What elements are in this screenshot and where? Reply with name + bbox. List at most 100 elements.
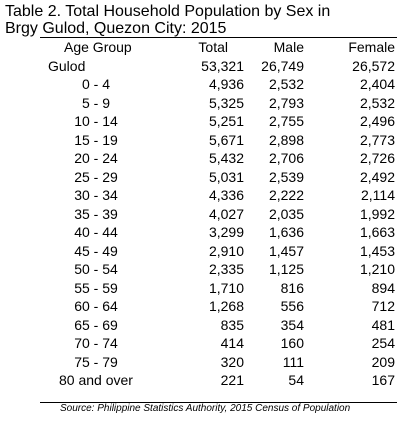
- cell-total: 3,299: [208, 224, 244, 240]
- cell-total: 2,910: [208, 242, 244, 259]
- cell-total: 4,936: [208, 76, 244, 92]
- cell-male: 816: [280, 279, 304, 296]
- table-title: Table 2. Total Household Population by S…: [5, 3, 330, 37]
- cell-male: 111: [282, 353, 304, 370]
- table-row: 20 - 24 5,432 2,706 2,726: [40, 149, 397, 168]
- cell-total: 414: [220, 335, 244, 351]
- cell-total: 5,031: [208, 168, 244, 185]
- table-row: 45 - 49 2,910 1,457 1,453: [40, 242, 397, 261]
- table-body: Gulod 53,321 26,749 26,572 0 - 4 4,936 2,532 2,…: [40, 57, 397, 390]
- cell-age-group: 30 - 34: [74, 187, 118, 203]
- cell-total: 1,710: [208, 279, 244, 296]
- table-row: 5 - 9 5,325 2,793 2,532: [40, 94, 397, 113]
- cell-male: 1,457: [268, 242, 304, 259]
- cell-age-group: 45 - 49: [74, 242, 118, 259]
- cell-female: 2,532: [359, 94, 395, 111]
- cell-female: 2,404: [359, 76, 395, 92]
- cell-age-group: 50 - 54: [74, 261, 118, 277]
- header-age-group: Age Group: [64, 39, 132, 55]
- cell-total: 5,671: [208, 131, 244, 148]
- cell-female: 1,663: [359, 224, 395, 240]
- header-row: Age Group Total Male Female: [40, 38, 397, 57]
- table-row: 10 - 14 5,251 2,755 2,496: [40, 112, 397, 131]
- cell-age-group: 80 and over: [59, 372, 133, 388]
- table-row: 50 - 54 2,335 1,125 1,210: [40, 260, 397, 279]
- cell-age-group: Gulod: [48, 57, 86, 74]
- cell-female: 2,773: [359, 131, 395, 148]
- cell-age-group: 20 - 24: [74, 150, 118, 166]
- table-row: 40 - 44 3,299 1,636 1,663: [40, 223, 397, 242]
- table-row: Gulod 53,321 26,749 26,572: [40, 57, 397, 76]
- header-top-rule: [40, 37, 397, 38]
- cell-male: 160: [280, 335, 304, 351]
- table-row: 75 - 79 320 111 209: [40, 353, 397, 372]
- cell-female: 2,726: [359, 150, 395, 166]
- cell-age-group: 75 - 79: [74, 353, 118, 370]
- cell-age-group: 55 - 59: [74, 279, 118, 296]
- table-row: 15 - 19 5,671 2,898 2,773: [40, 131, 397, 150]
- table-row: 80 and over 221 54 167: [40, 371, 397, 390]
- cell-female: 2,496: [359, 113, 395, 129]
- cell-age-group: 25 - 29: [74, 168, 118, 185]
- cell-male: 556: [280, 298, 304, 314]
- cell-age-group: 0 - 4: [81, 76, 110, 92]
- cell-female: 894: [371, 279, 395, 296]
- cell-total: 835: [220, 316, 244, 333]
- cell-male: 2,898: [268, 131, 304, 148]
- header-total: Total: [198, 39, 228, 55]
- cell-female: 1,453: [359, 242, 395, 259]
- table-row: 0 - 4 4,936 2,532 2,404: [40, 75, 397, 94]
- cell-total: 320: [220, 353, 244, 370]
- cell-male: 2,539: [268, 168, 304, 185]
- cell-female: 254: [371, 335, 395, 351]
- source-note: Source: Philippine Statistics Authority,…: [60, 403, 351, 414]
- cell-female: 209: [371, 353, 395, 370]
- cell-total: 53,321: [201, 57, 244, 74]
- cell-total: 4,027: [208, 205, 244, 222]
- header-male: Male: [273, 39, 304, 55]
- cell-female: 26,572: [352, 57, 395, 74]
- table-row: 30 - 34 4,336 2,222 2,114: [40, 186, 397, 205]
- cell-total: 5,325: [208, 94, 244, 111]
- cell-male: 2,793: [268, 94, 304, 111]
- cell-male: 54: [288, 372, 304, 388]
- cell-age-group: 60 - 64: [74, 298, 118, 314]
- cell-age-group: 70 - 74: [74, 335, 118, 351]
- table-row: 55 - 59 1,710 816 894: [40, 279, 397, 298]
- table-row: 65 - 69 835 354 481: [40, 316, 397, 335]
- cell-male: 1,125: [268, 261, 304, 277]
- table-row: 60 - 64 1,268 556 712: [40, 297, 397, 316]
- cell-female: 167: [371, 372, 395, 388]
- cell-female: 2,492: [359, 168, 395, 185]
- cell-female: 712: [371, 298, 395, 314]
- cell-age-group: 35 - 39: [74, 205, 118, 222]
- table-title-line-2: Brgy Gulod, Quezon City: 2015: [5, 20, 227, 37]
- cell-total: 1,268: [208, 298, 244, 314]
- header-female: Female: [348, 39, 395, 55]
- cell-female: 481: [371, 316, 395, 333]
- cell-male: 1,636: [268, 224, 304, 240]
- table-row: 25 - 29 5,031 2,539 2,492: [40, 168, 397, 187]
- cell-age-group: 15 - 19: [74, 131, 118, 148]
- cell-female: 2,114: [361, 187, 395, 203]
- population-table: Age Group Total Male Female Gulod 53,321 2…: [40, 38, 397, 390]
- cell-female: 1,992: [359, 205, 395, 222]
- cell-male: 2,222: [268, 187, 304, 203]
- cell-total: 5,251: [208, 113, 244, 129]
- cell-total: 4,336: [208, 187, 244, 203]
- cell-age-group: 10 - 14: [74, 113, 118, 129]
- footer-rule: [40, 402, 397, 403]
- cell-female: 1,210: [359, 261, 395, 277]
- cell-male: 2,755: [268, 113, 304, 129]
- table-row: 35 - 39 4,027 2,035 1,992: [40, 205, 397, 224]
- cell-male: 26,749: [261, 57, 304, 74]
- cell-age-group: 40 - 44: [74, 224, 118, 240]
- cell-male: 2,706: [268, 150, 304, 166]
- table-row: 70 - 74 414 160 254: [40, 334, 397, 353]
- cell-total: 5,432: [208, 150, 244, 166]
- table-title-line-1: Table 2. Total Household Population by S…: [5, 3, 331, 20]
- cell-total: 2,335: [208, 261, 244, 277]
- cell-male: 2,532: [268, 76, 304, 92]
- cell-age-group: 5 - 9: [81, 94, 110, 111]
- cell-total: 221: [220, 372, 244, 388]
